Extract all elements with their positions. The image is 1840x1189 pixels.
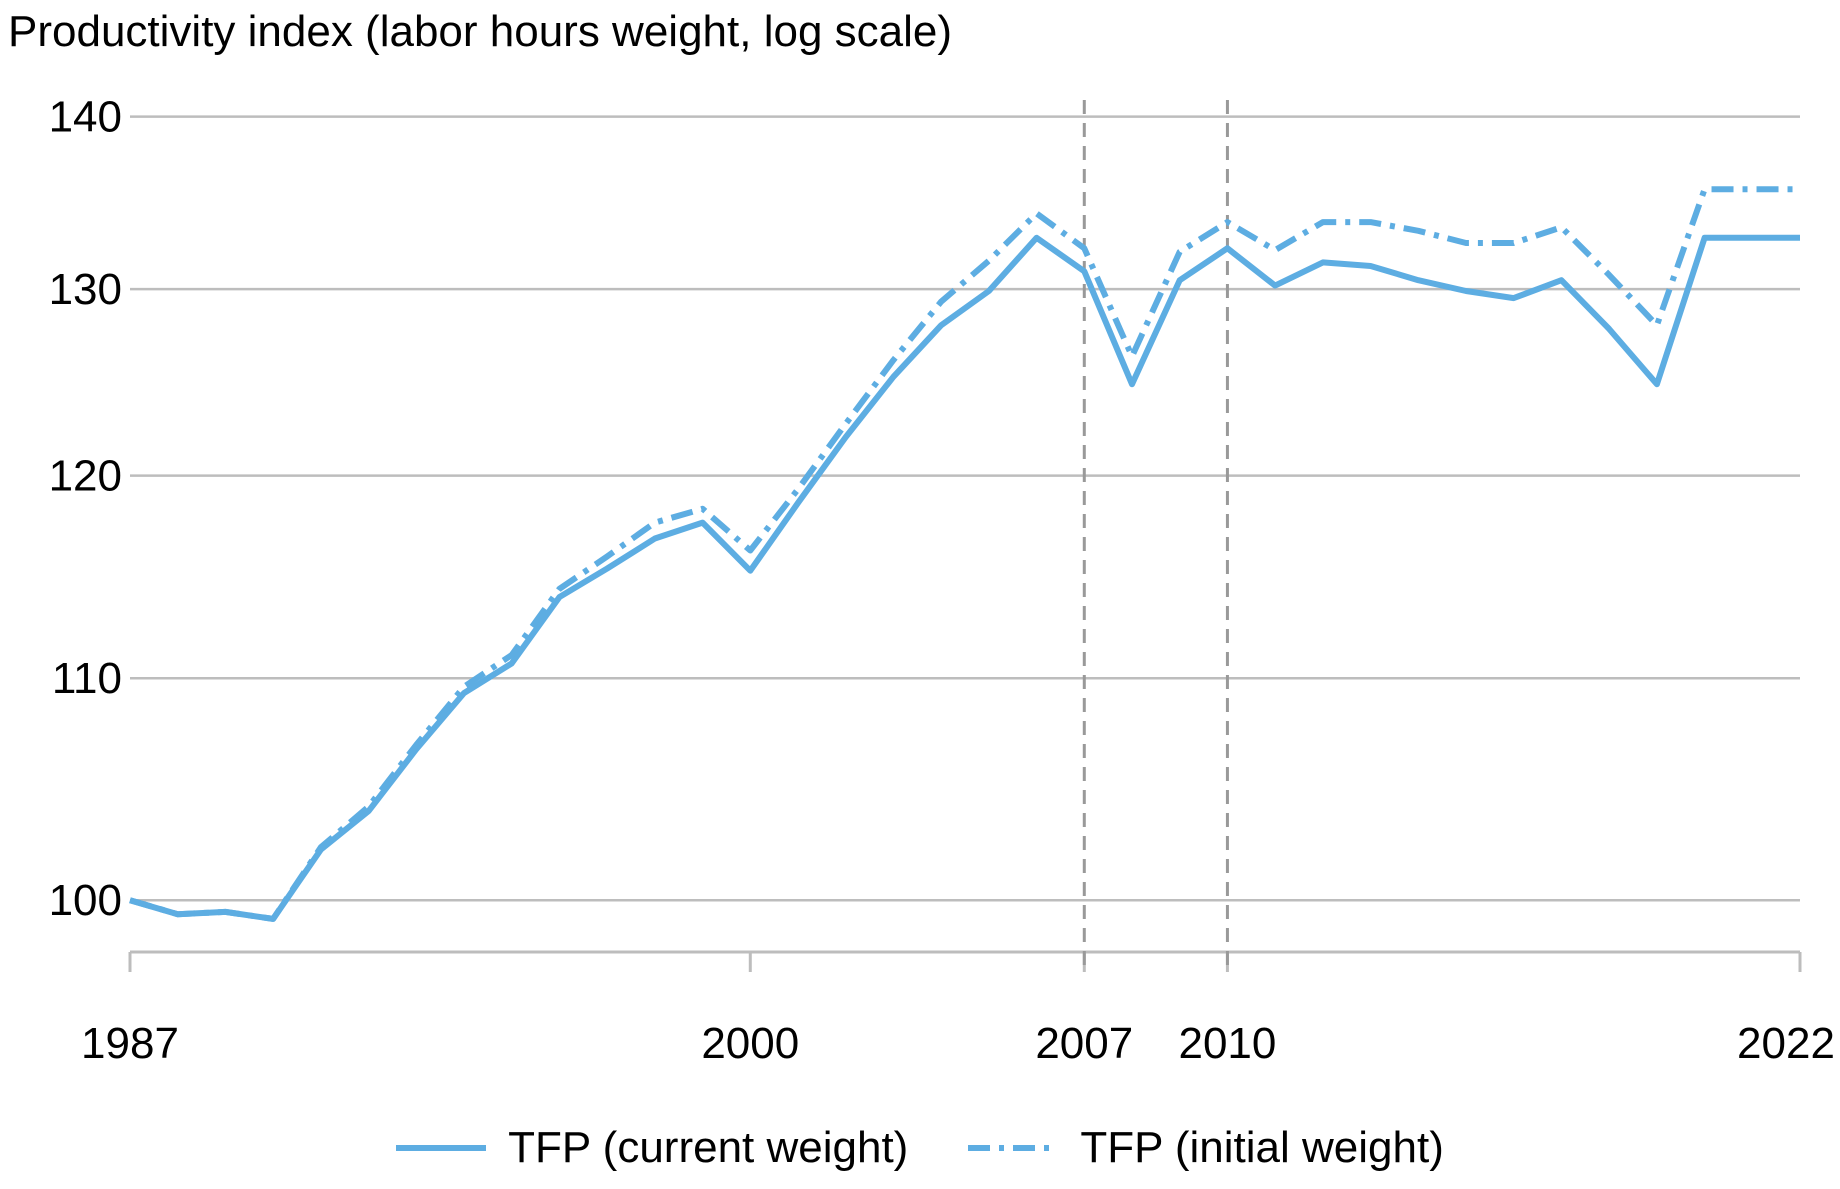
x-tick-label-1987: 1987 [81,1019,179,1068]
series-line-current-weight [129,234,1800,922]
x-tick-label-2010: 2010 [1178,1019,1276,1068]
y-tick-label-130: 130 [49,265,122,314]
x-tick-label-2022: 2022 [1737,1019,1835,1068]
y-tick-label-120: 120 [49,452,122,501]
series-line-initial-weight [129,186,1800,922]
legend: TFP (current weight) TFP (initial weight… [0,1118,1840,1178]
legend-swatch-dashdot [968,1145,1059,1151]
y-tick-label-110: 110 [52,654,122,703]
legend-item-initial-weight: TFP (initial weight) [968,1123,1444,1173]
chart-title: Productivity index (labor hours weight, … [8,7,953,56]
legend-label-current-weight: TFP (current weight) [508,1123,909,1172]
y-tick-label-140: 140 [49,93,122,142]
reference-lines [1082,100,1229,972]
x-axis [128,950,1802,972]
series-lines [129,186,1800,922]
gridlines [130,115,1800,902]
y-tick-label-100: 100 [49,876,122,925]
legend-label-initial-weight: TFP (initial weight) [1080,1123,1444,1172]
x-tick-label-2007: 2007 [1035,1019,1133,1068]
x-tick-label-2000: 2000 [701,1019,799,1068]
tick-labels: 100 110 120 130 140 1987 2000 2007 2010 2022 [49,93,1835,1068]
legend-item-current-weight: TFP (current weight) [396,1123,908,1173]
legend-swatch-solid [396,1145,487,1151]
